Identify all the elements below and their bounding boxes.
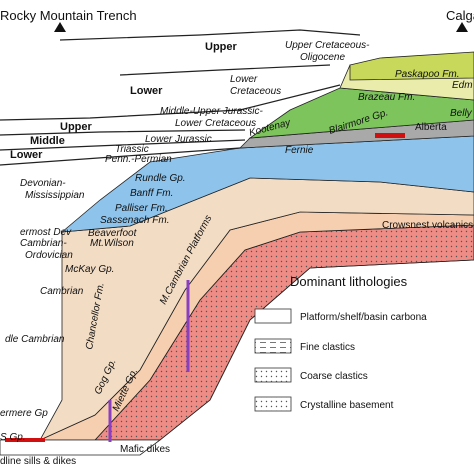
age-label: Upper Cretaceous-: [285, 40, 370, 51]
unit-label: Fernie: [285, 145, 314, 156]
age-label: Penn.-Permian: [105, 154, 172, 165]
age-label: ermost Dev: [20, 227, 72, 238]
unit-label: McKay Gp.: [65, 264, 114, 275]
unit-label: Mt.Wilson: [90, 238, 134, 249]
age-label: Ordovician: [25, 250, 73, 261]
age-label: Devonian-: [20, 178, 66, 189]
legend-item: Crystalline basement: [300, 400, 394, 411]
age-label: Upper: [60, 121, 93, 133]
age-label: Mississippian: [25, 190, 85, 201]
legend-item: Platform/shelf/basin carbona: [300, 312, 427, 323]
age-label: Lower Jurassic: [145, 134, 212, 145]
volcanics: [375, 133, 405, 138]
strata-lines: [0, 29, 361, 166]
unit-label: Edm: [452, 80, 473, 91]
sills: [5, 438, 45, 442]
unit-label: Belly: [450, 108, 473, 119]
unit-label: ermere Gp: [0, 408, 48, 419]
unit-label: Rundle Gp.: [135, 173, 186, 184]
unit-label: Banff Fm.: [130, 188, 173, 199]
age-label: Middle: [30, 135, 65, 147]
legend-swatches: [254, 308, 292, 412]
unit-label: Paskapoo Fm.: [395, 69, 459, 80]
unit-label: Alberta: [415, 122, 447, 133]
age-label: Cambrian: [40, 286, 84, 297]
unit-label: Brazeau Fm.: [358, 92, 415, 103]
header-label: Calga: [446, 8, 474, 23]
age-label: Lower: [230, 74, 258, 85]
age-label: Upper: [205, 41, 238, 53]
header-label: Rocky Mountain Trench: [0, 8, 137, 23]
age-label: dle Cambrian: [5, 334, 65, 345]
unit-label: Sassenach Fm.: [100, 215, 169, 226]
unit-label: Palliser Fm.: [115, 203, 168, 214]
legend-item: Coarse clastics: [300, 371, 368, 382]
annotation: Crowsnest volcanics: [382, 220, 473, 231]
layers: [0, 51, 474, 456]
age-label: Oligocene: [300, 52, 345, 63]
age-label: Cretaceous: [230, 86, 281, 97]
marker: [456, 22, 468, 32]
legend-title: Dominant lithologies: [290, 274, 408, 289]
age-label: Middle-Upper Jurassic-: [160, 106, 263, 117]
annotation: dline sills & dikes: [0, 456, 76, 467]
unit-label: S Gp.: [0, 432, 26, 443]
annotation: Mafic dikes: [120, 444, 170, 455]
age-label: Lower: [10, 149, 43, 161]
age-label: Cambrian-: [20, 238, 67, 249]
age-label: Lower: [130, 85, 163, 97]
unit-label: Beaverfoot: [88, 228, 138, 239]
legend-item: Fine clastics: [300, 342, 355, 353]
marker: [54, 22, 66, 32]
age-label: Lower Cretaceous: [175, 118, 256, 129]
age-label: Triassic: [115, 144, 149, 155]
